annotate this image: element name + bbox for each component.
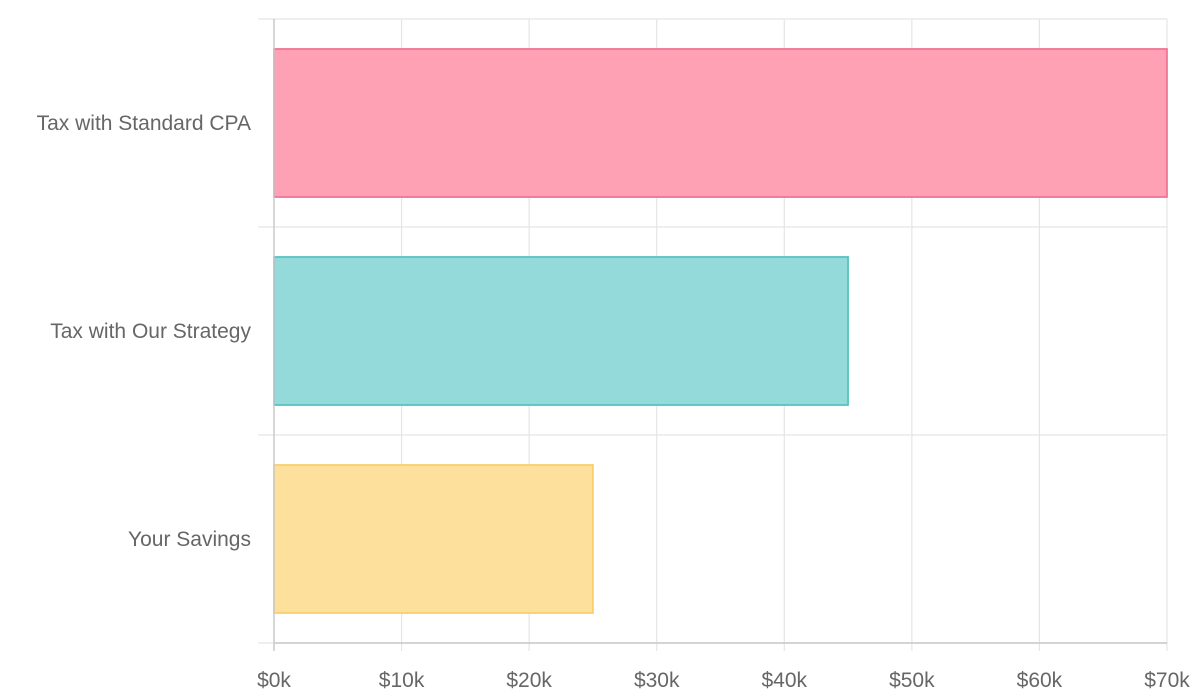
axis-layer	[273, 19, 1168, 651]
x-tick-label: $0k	[257, 669, 291, 692]
x-tick-label: $20k	[506, 669, 552, 692]
category-label: Tax with Standard CPA	[37, 112, 251, 135]
bar-2	[273, 464, 594, 614]
x-tick-label: $10k	[379, 669, 425, 692]
x-tick-label: $50k	[889, 669, 935, 692]
label-layer: $0k $10k $20k $30k $40k $50k $60k $70k Tax with …	[37, 112, 1191, 692]
x-tick-label: $60k	[1017, 669, 1063, 692]
x-tick-label: $70k	[1144, 669, 1190, 692]
category-label: Your Savings	[128, 528, 251, 551]
bar-layer	[273, 48, 1168, 614]
x-tick-label: $40k	[762, 669, 808, 692]
category-label: Tax with Our Strategy	[50, 320, 251, 343]
x-tick-label: $30k	[634, 669, 680, 692]
bar-0	[273, 48, 1168, 198]
bar-1	[273, 256, 849, 406]
